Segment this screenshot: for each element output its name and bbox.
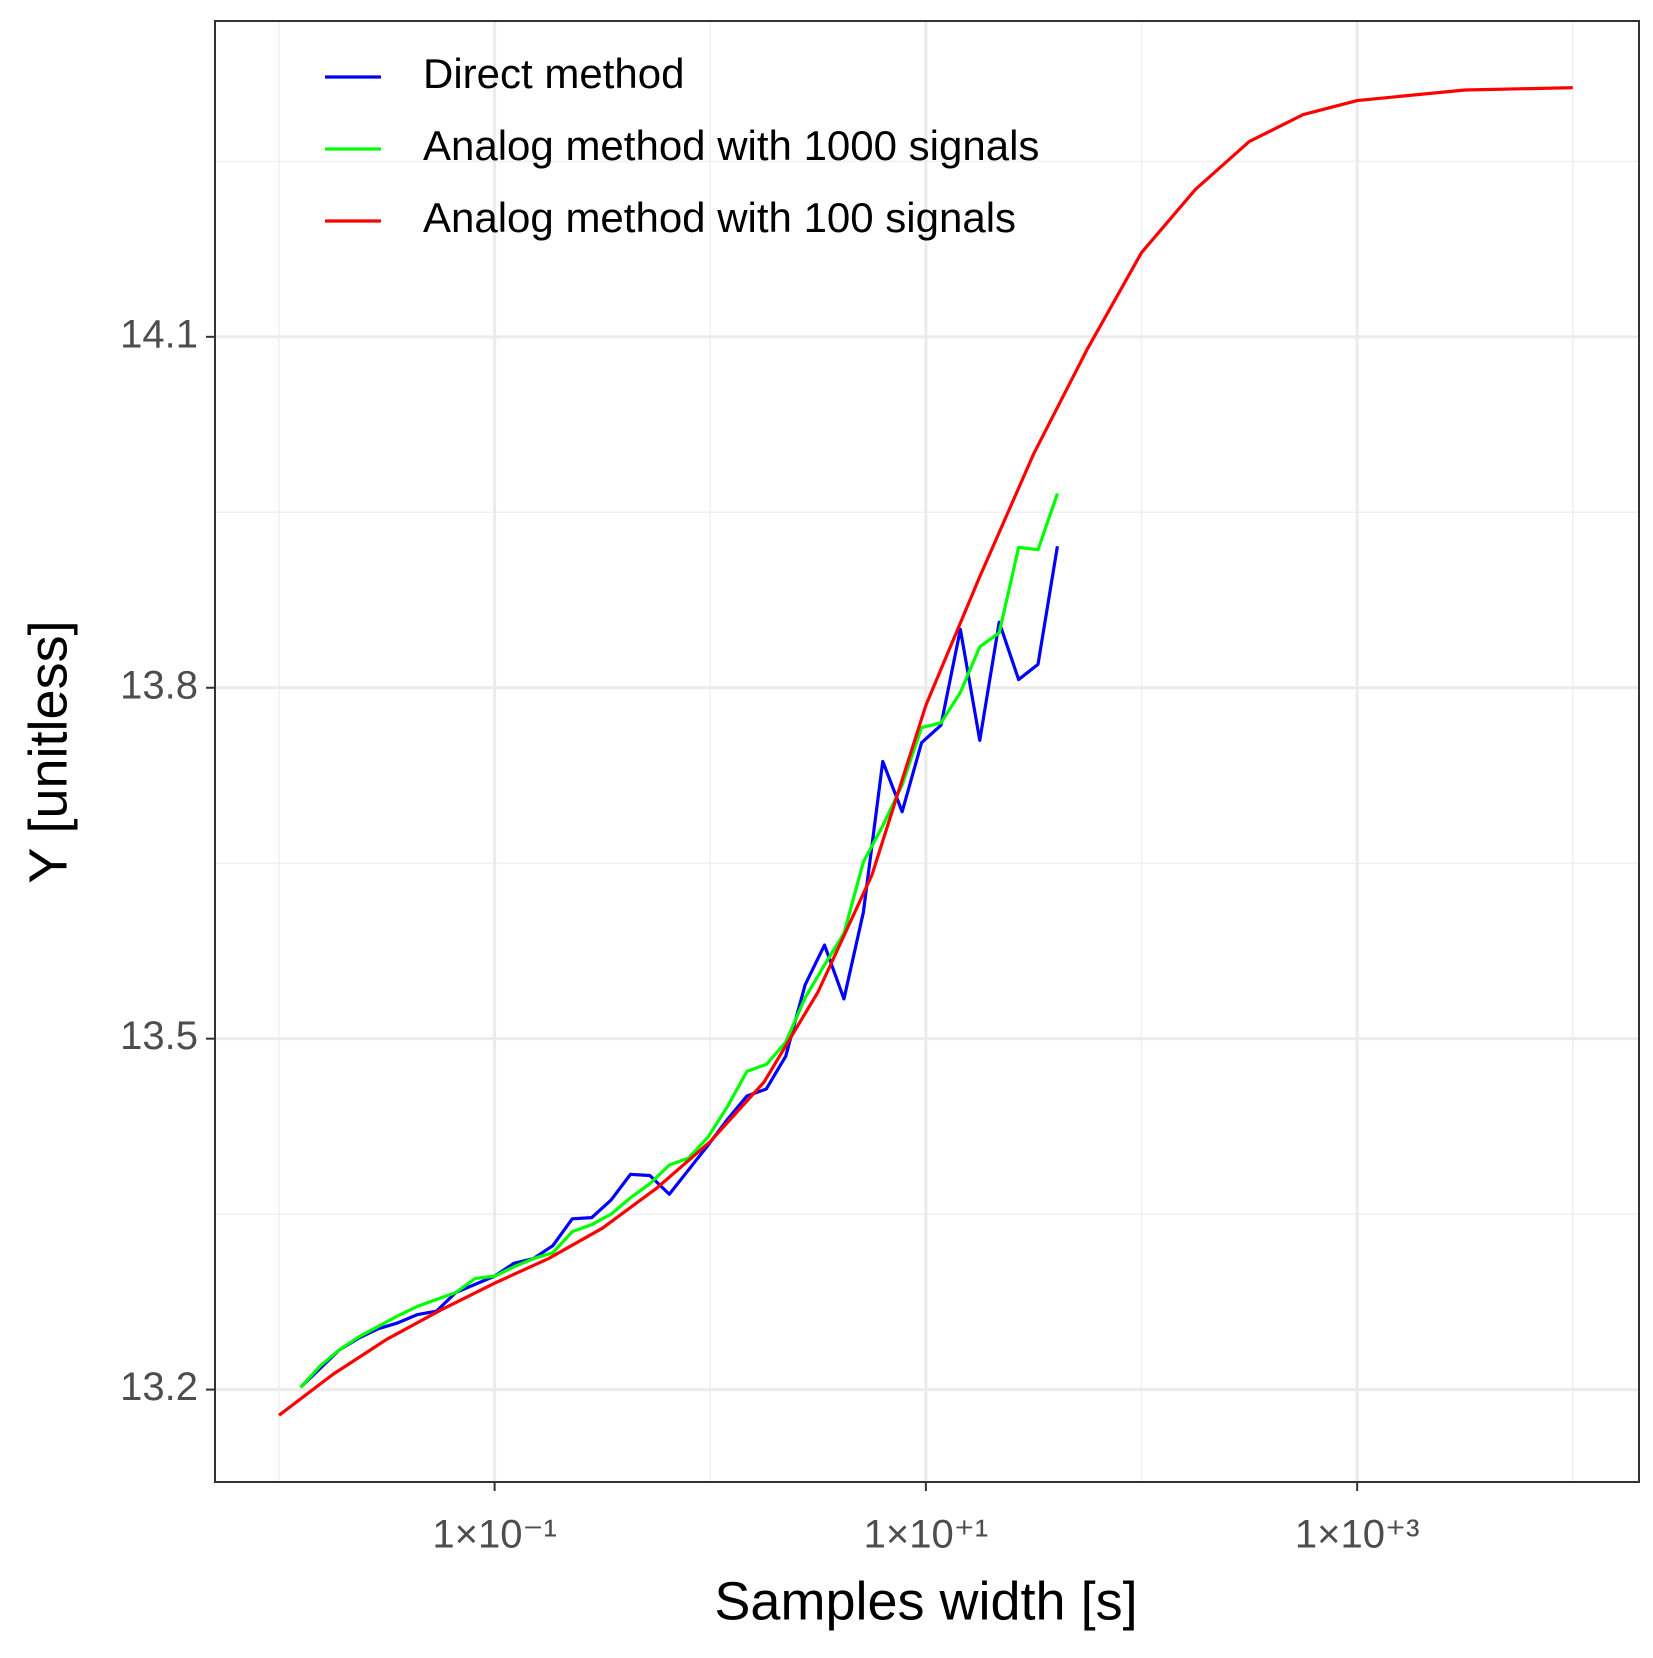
legend-label: Direct method xyxy=(423,50,684,97)
data-line xyxy=(299,545,1059,1389)
data-line xyxy=(299,493,1059,1389)
data-line xyxy=(278,86,1573,1417)
y-axis-title: Y [unitless] xyxy=(18,620,78,883)
x-axis-title: Samples width [s] xyxy=(714,1571,1137,1631)
x-tick-label: 1×10⁺³ xyxy=(1295,1513,1420,1557)
legend-label: Analog method with 100 signals xyxy=(423,194,1016,241)
x-tick-label: 1×10⁺¹ xyxy=(864,1513,989,1557)
y-tick-label: 13.8 xyxy=(120,663,198,707)
x-tick-label: 1×10⁻¹ xyxy=(432,1513,557,1557)
legend-label: Analog method with 1000 signals xyxy=(423,122,1039,169)
plot-border xyxy=(214,20,1640,1483)
y-tick-label: 13.5 xyxy=(120,1014,198,1058)
y-tick-label: 14.1 xyxy=(120,312,198,356)
y-tick-label: 13.2 xyxy=(120,1365,198,1409)
